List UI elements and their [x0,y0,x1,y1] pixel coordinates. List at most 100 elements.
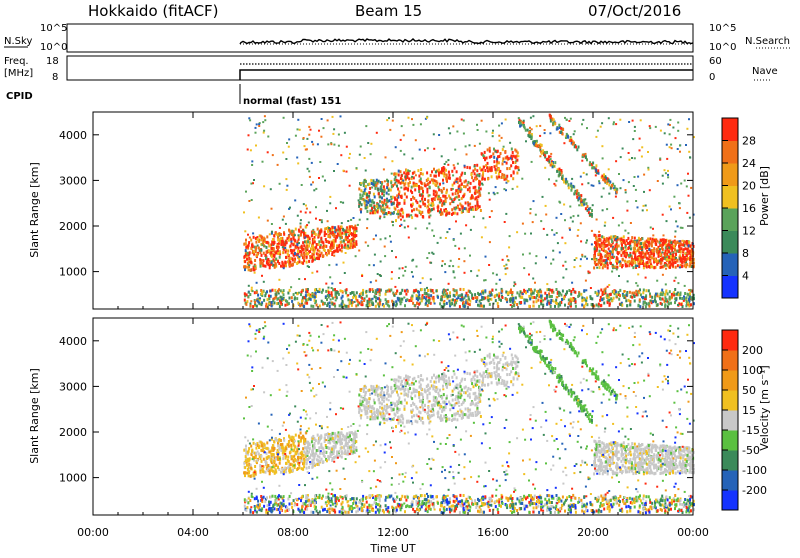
echo-cell [562,128,564,131]
echo-cell [578,204,580,206]
echo-cell [435,175,437,178]
echo-cell [572,143,574,146]
echo-cell [412,158,414,160]
echo-cell [252,252,254,254]
echo-cell [302,241,304,244]
echo-cell [592,185,594,187]
echo-cell [673,295,675,297]
echo-cell [585,242,587,244]
echo-cell [340,237,342,240]
echo-cell [326,298,328,301]
echo-cell [482,291,484,293]
echo-cell [491,289,493,292]
echo-cell [410,214,412,216]
echo-cell [605,288,607,290]
power-ytick-label: 3000 [59,174,87,187]
echo-cell [596,249,598,252]
echo-cell [627,242,629,245]
echo-cell [667,174,669,176]
echo-cell [571,298,573,301]
echo-cell [504,221,506,223]
echo-cell [509,167,511,170]
echo-cell [318,456,320,459]
echo-cell [560,127,562,130]
echo-cell [613,121,615,123]
echo-cell [630,300,632,303]
echo-cell [249,237,251,239]
echo-cell [399,225,401,227]
echo-cell [326,304,328,307]
echo-cell [550,158,552,160]
echo-cell [398,180,400,183]
echo-cell [487,295,489,297]
echo-cell [583,201,585,204]
echo-cell [473,216,475,218]
echo-cell [581,254,583,256]
echo-cell [669,206,671,208]
echo-cell [580,240,582,242]
echo-cell [454,289,456,292]
echo-cell [383,305,385,308]
echo-cell [288,441,290,444]
echo-cell [245,249,247,252]
echo-cell [627,280,629,282]
echo-cell [640,253,642,256]
echo-cell [288,239,290,242]
echo-cell [366,206,368,208]
echo-cell [305,212,307,214]
freq-bottom-tick: 8 [52,72,58,83]
echo-cell [419,297,421,300]
echo-cell [377,211,379,214]
echo-cell [567,135,569,138]
echo-cell [548,178,550,180]
echo-cell [677,130,679,132]
echo-cell [403,220,405,222]
echo-cell [530,233,532,235]
echo-cell [267,241,269,244]
echo-cell [409,170,411,172]
echo-cell [688,118,690,120]
echo-cell [449,228,451,230]
echo-cell [671,296,673,299]
echo-cell [328,287,330,289]
echo-cell [651,296,653,299]
echo-cell [286,142,288,144]
echo-cell [684,253,686,255]
echo-cell [518,293,520,296]
echo-cell [332,116,334,118]
echo-cell [301,460,303,463]
echo-cell [527,129,529,132]
echo-cell [429,181,431,184]
echo-cell [407,290,409,293]
echo-cell [588,208,590,211]
echo-cell [328,291,330,294]
echo-cell [522,293,524,295]
echo-cell [502,148,504,151]
echo-cell [545,214,547,216]
echo-cell [386,192,388,195]
echo-cell [403,153,405,155]
echo-cell [267,464,269,467]
echo-cell [441,298,443,301]
echo-cell [677,282,679,284]
echo-cell [251,287,253,289]
echo-cell [256,123,258,125]
echo-cell [458,266,460,268]
echo-cell [285,251,287,254]
echo-cell [431,208,433,211]
echo-cell [294,252,296,255]
echo-cell [449,202,451,205]
echo-cell [400,150,402,152]
echo-cell [255,127,257,129]
echo-cell [250,269,252,272]
echo-cell [278,232,280,235]
echo-cell [460,298,462,301]
echo-cell [275,258,277,261]
echo-cell [474,293,476,296]
echo-cell [489,291,491,294]
echo-cell [649,260,651,263]
echo-cell [294,234,296,236]
echo-cell [626,264,628,267]
echo-cell [319,452,321,455]
echo-cell [340,225,342,228]
